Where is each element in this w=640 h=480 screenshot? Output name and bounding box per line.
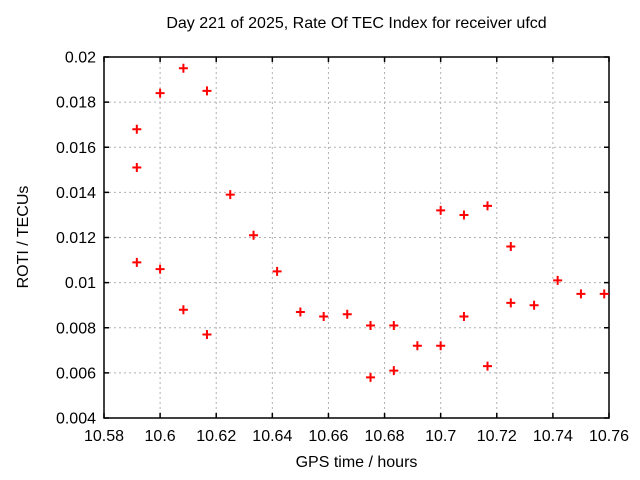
data-point-marker [389,320,399,330]
data-point-marker [178,63,188,73]
data-point-marker [178,305,188,315]
data-point-marker [202,330,212,340]
data-point-marker [459,210,469,220]
data-point-marker [202,86,212,96]
data-point-marker [225,190,235,200]
data-point-marker [132,124,142,134]
x-tick-label: 10.64 [252,428,292,445]
y-tick-label: 0.012 [56,230,96,247]
data-point-marker [436,205,446,215]
x-tick-label: 10.7 [425,428,456,445]
data-point-marker [319,311,329,321]
y-axis-label: ROTI / TECUs [14,185,32,289]
data-point-marker [412,341,422,351]
data-point-marker [436,341,446,351]
data-point-marker [553,275,563,285]
data-point-marker [155,264,165,274]
data-point-marker [272,266,282,276]
x-axis-label: GPS time / hours [295,454,418,471]
data-point-marker [529,300,539,310]
data-point-marker [155,88,165,98]
data-point-marker [132,257,142,267]
y-tick-label: 0.004 [56,411,96,428]
x-tick-label: 10.66 [308,428,348,445]
y-tick-label: 0.008 [56,320,96,337]
data-point-marker [483,201,493,211]
y-tick-label: 0.016 [56,140,96,157]
data-point-marker [249,230,259,240]
y-tick-label: 0.02 [65,50,96,67]
data-point-marker [366,320,376,330]
y-tick-label: 0.014 [56,185,96,202]
data-point-marker [366,372,376,382]
x-tick-label: 10.68 [365,428,405,445]
data-point-marker [506,298,516,308]
data-point-marker [599,289,609,299]
x-tick-label: 10.74 [533,428,573,445]
data-point-marker [459,311,469,321]
data-point-marker [342,309,352,319]
data-point-marker [132,163,142,173]
data-point-marker [506,242,516,252]
x-tick-label: 10.6 [145,428,176,445]
y-tick-label: 0.018 [56,95,96,112]
data-point-marker [576,289,586,299]
chart-title: Day 221 of 2025, Rate Of TEC Index for r… [166,15,547,32]
y-tick-label: 0.006 [56,365,96,382]
data-point-marker [483,361,493,371]
x-tick-label: 10.58 [84,428,124,445]
x-tick-label: 10.76 [589,428,629,445]
data-point-marker [389,366,399,376]
data-point-marker [295,307,305,317]
x-tick-label: 10.62 [196,428,236,445]
x-tick-label: 10.72 [477,428,517,445]
y-tick-label: 0.01 [65,275,96,292]
